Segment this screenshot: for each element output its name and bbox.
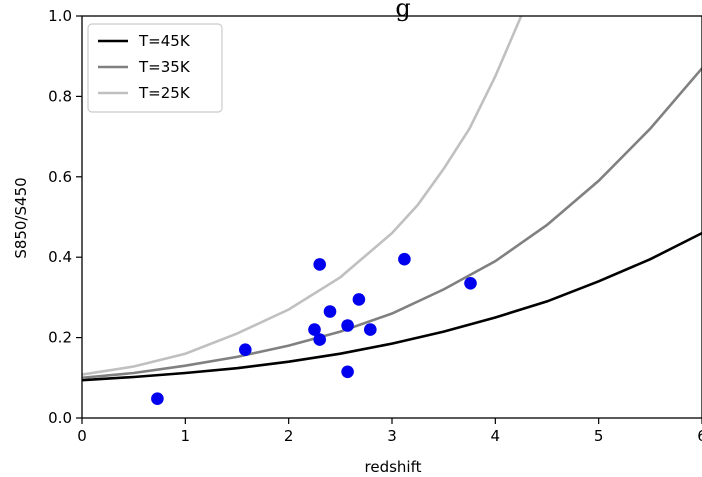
data-point — [398, 252, 411, 266]
points-layer — [151, 252, 477, 406]
data-point — [308, 323, 321, 336]
y-axis: 0.0 0.2 0.4 0.6 0.8 1.0 — [48, 7, 82, 427]
series-line-T=45K — [82, 231, 702, 382]
x-tick-label: 4 — [491, 427, 501, 445]
series-line-T=25K — [82, 16, 523, 376]
x-tick-label: 1 — [181, 427, 191, 445]
x-tick-label: 0 — [77, 427, 87, 445]
data-point — [341, 365, 354, 379]
x-tick-label: 5 — [594, 427, 604, 445]
chart-title-fragment: g — [395, 0, 410, 22]
x-tick-label: 3 — [387, 427, 397, 445]
data-point — [239, 343, 252, 357]
legend-label-T=45K: T=45K — [138, 32, 191, 50]
y-tick-label: 0.2 — [48, 329, 72, 347]
y-tick-label: 0.8 — [48, 87, 72, 105]
y-tick-label: 0.4 — [48, 248, 72, 266]
y-tick-label: 1.0 — [48, 7, 72, 25]
data-point — [341, 319, 354, 332]
x-tick-label: 6 — [697, 427, 702, 445]
y-tick-label: 0.6 — [48, 168, 72, 186]
data-point — [151, 392, 164, 406]
y-tick-label: 0.0 — [48, 409, 72, 427]
x-axis-label: redshift — [365, 458, 422, 476]
legend-label-T=25K: T=25K — [138, 84, 191, 102]
data-point — [313, 258, 327, 271]
y-axis-label: S850/S450 — [12, 177, 30, 258]
x-axis: 0 1 2 3 4 5 6 — [77, 418, 702, 445]
data-point — [352, 293, 366, 306]
data-point — [313, 333, 327, 346]
lines-layer — [82, 16, 702, 382]
legend-label-T=35K: T=35K — [138, 58, 191, 76]
series-line-T=35K — [82, 67, 702, 380]
data-point — [464, 277, 477, 290]
legend-box — [87, 23, 223, 113]
data-point — [323, 305, 337, 318]
x-tick-label: 2 — [284, 427, 294, 445]
legend: T=45K T=35K T=25K — [87, 23, 223, 113]
data-point — [364, 323, 377, 336]
